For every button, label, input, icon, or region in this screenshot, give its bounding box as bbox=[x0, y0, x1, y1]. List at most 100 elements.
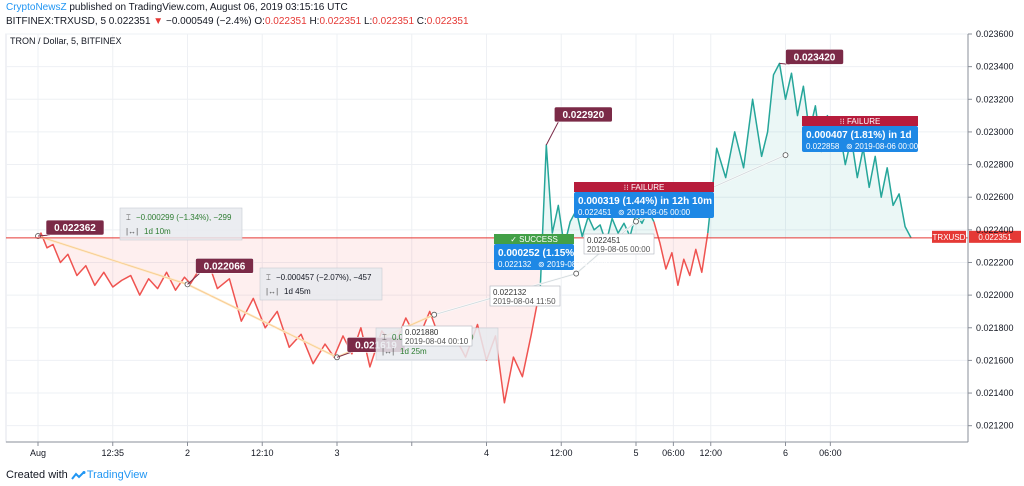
trend-line-core bbox=[37, 235, 188, 285]
price-change: −0.000549 (−2.4%) bbox=[165, 16, 252, 27]
x-tick-label: 12:00 bbox=[699, 448, 722, 458]
prediction-status: ⁝⁝ FAILURE bbox=[840, 117, 881, 126]
duration-icon: |↔| bbox=[382, 347, 394, 356]
footer-credit: Created with TradingView bbox=[6, 469, 147, 481]
callout-pointer bbox=[187, 272, 200, 285]
trend-point[interactable] bbox=[633, 218, 639, 225]
low-label: L: bbox=[363, 16, 373, 27]
low-value: 0.022351 bbox=[372, 16, 415, 27]
x-tick-label: 06:00 bbox=[662, 448, 685, 458]
trend-point[interactable] bbox=[431, 311, 438, 318]
price-callout[interactable] bbox=[45, 219, 105, 236]
time-axis[interactable]: Aug 12:35 2 12:10 3 4 12:00 5 06:00 12:00 6 06:00 bbox=[6, 441, 968, 458]
x-tick-label: 2 bbox=[185, 448, 190, 458]
measure-icon: ⌶ bbox=[382, 333, 387, 342]
high-value: 0.022351 bbox=[319, 16, 362, 27]
y-tick-label: 0.023200 bbox=[976, 94, 1014, 104]
callout-pointer bbox=[336, 351, 352, 358]
y-tick-label: 0.022600 bbox=[976, 192, 1014, 202]
point-label-date: 2019-08-04 11:50 bbox=[493, 297, 556, 306]
price-callout[interactable] bbox=[195, 258, 254, 274]
close-value: 0.022351 bbox=[426, 16, 469, 27]
callout-pointer bbox=[545, 121, 559, 146]
prediction-price: 0.022858 bbox=[806, 142, 840, 151]
price-callout-label: 0.022066 bbox=[204, 261, 246, 272]
point-label-price: 0.022132 bbox=[493, 288, 527, 297]
prediction-status: ✓ SUCCESS bbox=[510, 235, 558, 244]
y-tick-label: 0.022200 bbox=[976, 257, 1014, 267]
measure-change: −0.000457 (−2.07%), −457 bbox=[276, 273, 372, 282]
open-label: O: bbox=[254, 16, 265, 27]
prediction-price: 0.022451 bbox=[578, 208, 612, 217]
prediction-status-badge bbox=[802, 116, 918, 126]
prediction-date: ⊚ 2019-08-05 00:00 bbox=[618, 208, 691, 217]
tradingview-logo-icon bbox=[71, 470, 87, 480]
duration-icon: |↔| bbox=[126, 227, 138, 236]
point-label-price: 0.022451 bbox=[587, 236, 621, 245]
trend-point[interactable] bbox=[573, 270, 580, 277]
x-tick-label: 12:10 bbox=[251, 448, 274, 458]
price-axis[interactable]: 0.023600 0.023400 0.023200 0.023000 0.022800… bbox=[967, 30, 1014, 442]
x-tick-label: 6 bbox=[783, 448, 788, 458]
y-tick-label: 0.022800 bbox=[976, 160, 1014, 170]
created-with-text: Created with bbox=[6, 469, 68, 481]
close-label: C: bbox=[416, 16, 427, 27]
open-value: 0.022351 bbox=[264, 16, 307, 27]
point-label-date: 2019-08-05 00:00 bbox=[587, 245, 651, 254]
last-price: 0.022351 bbox=[108, 16, 151, 27]
prediction-main: 0.000407 (1.81%) in 1d bbox=[806, 130, 912, 141]
x-tick-label: 12:35 bbox=[101, 448, 124, 458]
prediction-status-badge bbox=[574, 182, 714, 192]
prediction-box[interactable] bbox=[574, 192, 714, 218]
symbol-tag-text: TRXUSD bbox=[933, 233, 966, 242]
point-label-box bbox=[489, 285, 561, 307]
trend-point[interactable] bbox=[782, 152, 789, 158]
prediction-date: ⊚ 2019-08-04 12:00 bbox=[538, 260, 611, 269]
point-label-price: 0.021880 bbox=[405, 328, 439, 337]
x-tick-label: Aug bbox=[30, 448, 46, 458]
symbol-label: BITFINEX:TRXUSD, 5 bbox=[6, 16, 107, 27]
symbol-tag bbox=[932, 230, 966, 243]
point-label-box bbox=[583, 233, 655, 255]
x-tick-label: 3 bbox=[334, 448, 339, 458]
chart-title: TRON / Dollar, 5, BITFINEX bbox=[10, 36, 122, 46]
publish-info: CryptoNewsZ published on TradingView.com… bbox=[6, 2, 348, 13]
measure-icon: ⌶ bbox=[266, 273, 271, 282]
tradingview-brand[interactable]: TradingView bbox=[86, 469, 148, 481]
high-label: H: bbox=[309, 16, 320, 27]
y-tick-label: 0.023400 bbox=[976, 62, 1014, 72]
price-callout[interactable] bbox=[785, 49, 844, 65]
measure-duration: 1d 45m bbox=[284, 287, 311, 296]
prediction-box[interactable] bbox=[494, 244, 574, 270]
prediction-main: 0.000252 (1.15%) bbox=[498, 248, 578, 259]
author-name[interactable]: CryptoNewsZ bbox=[6, 2, 67, 13]
measure-icon: ⌶ bbox=[126, 213, 131, 222]
prediction-price: 0.022132 bbox=[498, 260, 532, 269]
price-callout-label: 0.022920 bbox=[562, 110, 604, 121]
prediction-date: ⊚ 2019-08-06 00:00 bbox=[846, 142, 919, 151]
point-label-date: 2019-08-04 00:10 bbox=[405, 337, 469, 346]
price-callout[interactable] bbox=[553, 106, 613, 123]
measure-box[interactable] bbox=[259, 267, 383, 301]
price-tag bbox=[969, 230, 1021, 243]
area-fill-segment bbox=[653, 221, 708, 286]
measure-box[interactable] bbox=[119, 207, 243, 241]
price-chart[interactable]: TRON / Dollar, 5, BITFINEX TRXUSD 0.02235… bbox=[0, 30, 1024, 462]
price-line-segment bbox=[653, 221, 709, 287]
x-tick-label: 12:00 bbox=[550, 448, 573, 458]
prediction-status: ⁝⁝ FAILURE bbox=[624, 183, 665, 192]
prediction-main: 0.000319 (1.44%) in 12h 10m bbox=[578, 196, 712, 207]
prediction-status-badge bbox=[494, 234, 574, 244]
measure-duration: 1d 10m bbox=[144, 227, 171, 236]
y-tick-label: 0.021800 bbox=[976, 323, 1014, 333]
measure-change: −0.000299 (−1.34%), −299 bbox=[136, 213, 232, 222]
prediction-box[interactable] bbox=[802, 126, 918, 152]
down-arrow-icon: ▼ bbox=[153, 16, 164, 27]
y-tick-label: 0.022000 bbox=[976, 290, 1014, 300]
y-tick-label: 0.023600 bbox=[976, 30, 1014, 39]
y-tick-label: 0.021400 bbox=[976, 388, 1014, 398]
y-tick-label: 0.021600 bbox=[976, 355, 1014, 365]
annotations: 0.0223620.0220660.0216190.0229200.023420… bbox=[37, 49, 919, 361]
measure-duration: 1d 25m bbox=[400, 347, 427, 356]
x-tick-label: 4 bbox=[484, 448, 489, 458]
